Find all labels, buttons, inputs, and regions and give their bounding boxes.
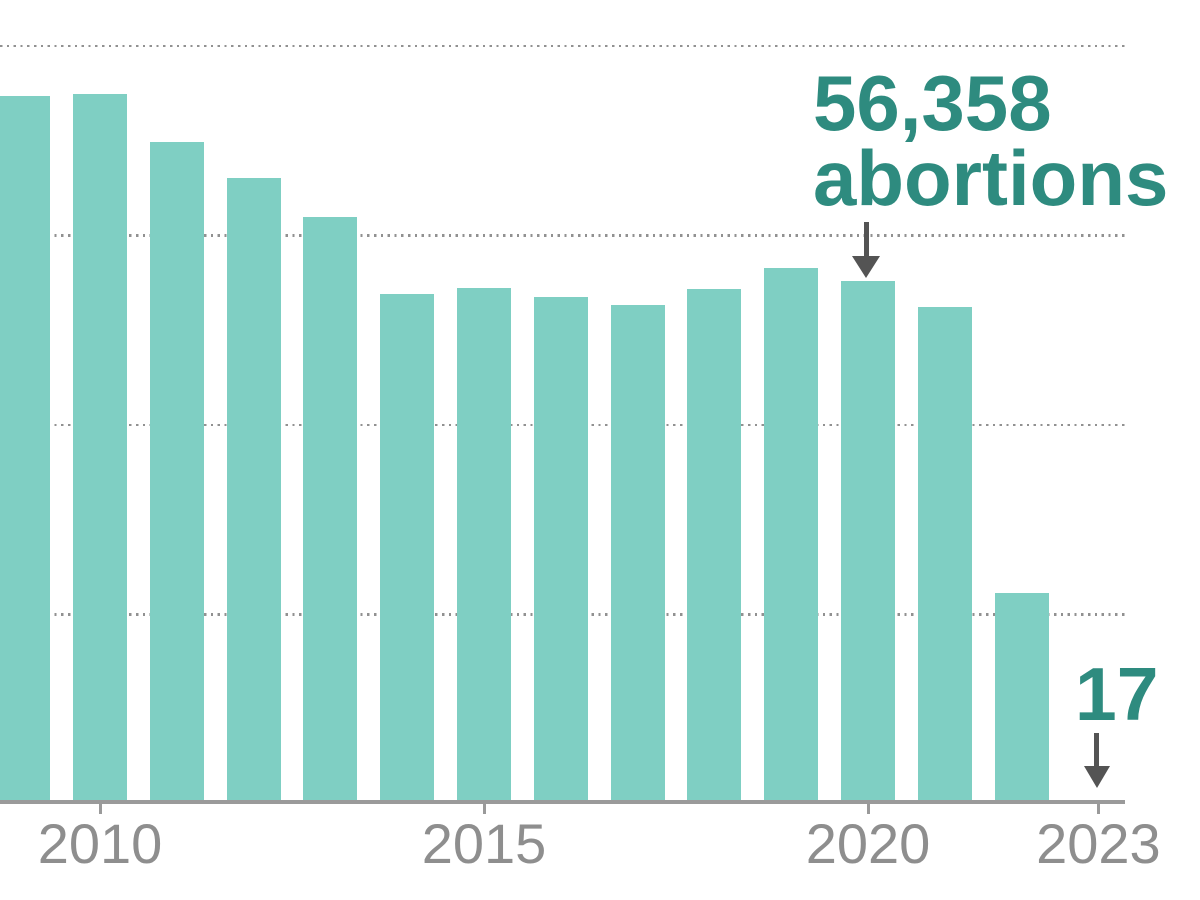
x-tick-2010 bbox=[98, 804, 102, 814]
x-tick-label-2015: 2015 bbox=[421, 812, 547, 875]
arrow-stem bbox=[1094, 733, 1099, 768]
annotation-2020-value: 56,358 bbox=[813, 59, 1052, 147]
x-tick-2020 bbox=[866, 804, 870, 814]
x-axis-line bbox=[0, 800, 1125, 804]
bar-2009 bbox=[0, 96, 51, 801]
x-tick-2015 bbox=[482, 804, 486, 814]
x-tick-label-2020: 2020 bbox=[805, 812, 931, 875]
arrow-head bbox=[852, 256, 880, 278]
arrow-stem bbox=[864, 222, 869, 258]
bar-2019 bbox=[764, 267, 819, 801]
bar-2020 bbox=[841, 281, 895, 801]
annotation-2020: 56,358 abortions bbox=[813, 59, 1169, 222]
bar-2013 bbox=[303, 216, 358, 801]
bar-2021 bbox=[917, 307, 972, 801]
x-tick-label-2023: 2023 bbox=[1036, 812, 1161, 875]
arrow-head bbox=[1084, 766, 1110, 788]
bar-2017 bbox=[610, 304, 665, 801]
bar-2011 bbox=[149, 142, 204, 801]
bar-2016 bbox=[533, 297, 588, 801]
bar-2012 bbox=[226, 178, 281, 801]
gridline bbox=[0, 44, 1128, 48]
x-tick-2023 bbox=[1096, 804, 1100, 814]
bar-2015 bbox=[457, 288, 511, 801]
bar-2018 bbox=[687, 288, 742, 801]
annotation-2023-value: 17 bbox=[1075, 652, 1159, 736]
annotation-2023: 17 bbox=[1075, 652, 1159, 736]
bar-2022 bbox=[994, 593, 1049, 801]
x-tick-label-2010: 2010 bbox=[37, 812, 163, 875]
bar-2014 bbox=[380, 293, 435, 801]
annotation-2020-label: abortions bbox=[813, 134, 1169, 222]
bar-2010 bbox=[73, 94, 127, 801]
gridline bbox=[0, 234, 1128, 237]
